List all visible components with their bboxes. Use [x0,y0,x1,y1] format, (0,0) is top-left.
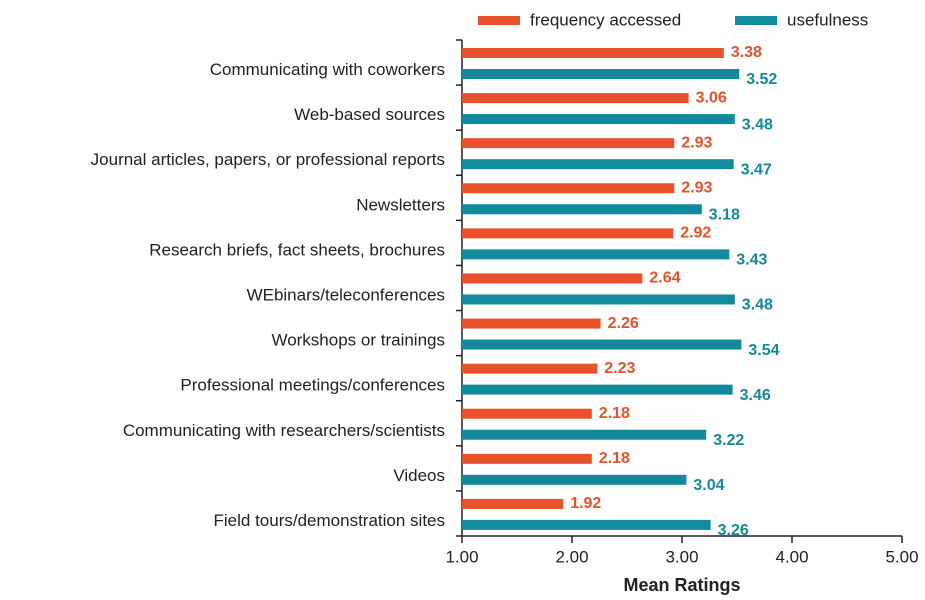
value-label: 3.47 [741,161,772,178]
y-tick-label: Communicating with researchers/scientist… [123,421,445,440]
x-tick-label: 4.00 [775,547,808,566]
y-tick-label: Communicating with coworkers [210,60,445,79]
y-tick-label: Field tours/demonstration sites [214,511,446,530]
value-label: 3.48 [742,116,773,133]
bar [462,249,730,260]
y-tick-label: Journal articles, papers, or professiona… [91,150,445,169]
x-tick-label: 3.00 [665,547,698,566]
bar [462,159,734,170]
bar [462,408,592,419]
value-label: 2.64 [649,270,680,287]
bar [462,453,592,464]
bar [462,114,735,125]
bar [462,204,702,215]
value-label: 3.22 [713,432,744,449]
value-label: 3.43 [736,252,767,269]
bar [462,48,724,58]
value-label: 3.26 [718,522,749,539]
x-tick-label: 1.00 [445,547,478,566]
value-label: 3.18 [709,206,740,223]
y-tick-label: Videos [393,466,445,485]
bar [462,429,707,440]
value-label: 3.52 [746,71,777,88]
value-label: 3.06 [696,89,727,106]
bar [462,228,674,239]
y-tick-label: Web-based sources [294,105,445,124]
value-label: 2.18 [599,450,630,467]
value-label: 3.54 [748,342,779,359]
value-label: 2.92 [680,225,711,242]
bar [462,294,735,305]
bar [462,474,687,485]
value-label: 2.23 [604,360,635,377]
legend-swatch [478,16,520,25]
value-label: 1.92 [570,495,601,512]
x-axis-label: Mean Ratings [623,575,740,595]
bar [462,273,643,284]
bar [462,93,689,104]
value-label: 3.04 [693,477,724,494]
y-tick-label: Workshops or trainings [271,331,445,350]
y-tick-label: Newsletters [356,195,445,214]
bar [462,183,675,194]
bar [462,318,601,329]
y-tick-label: Professional meetings/conferences [180,376,445,395]
y-tick-label: WEbinars/teleconferences [247,285,445,304]
bar [462,69,740,79]
x-tick-label: 5.00 [885,547,918,566]
bar [462,498,564,509]
y-tick-label: Research briefs, fact sheets, brochures [149,240,445,259]
value-label: 2.93 [681,134,712,151]
value-label: 2.26 [608,315,639,332]
value-label: 2.18 [599,405,630,422]
bar [462,138,675,149]
bar [462,363,598,374]
value-label: 3.48 [742,297,773,314]
bar [462,339,742,350]
bar [462,519,711,530]
legend-label: frequency accessed [530,10,681,29]
legend-label: usefulness [787,10,868,29]
value-label: 3.46 [740,387,771,404]
bar [462,384,733,395]
value-label: 2.93 [681,179,712,196]
legend-swatch [735,16,777,25]
value-label: 3.38 [731,44,762,61]
x-tick-label: 2.00 [555,547,588,566]
